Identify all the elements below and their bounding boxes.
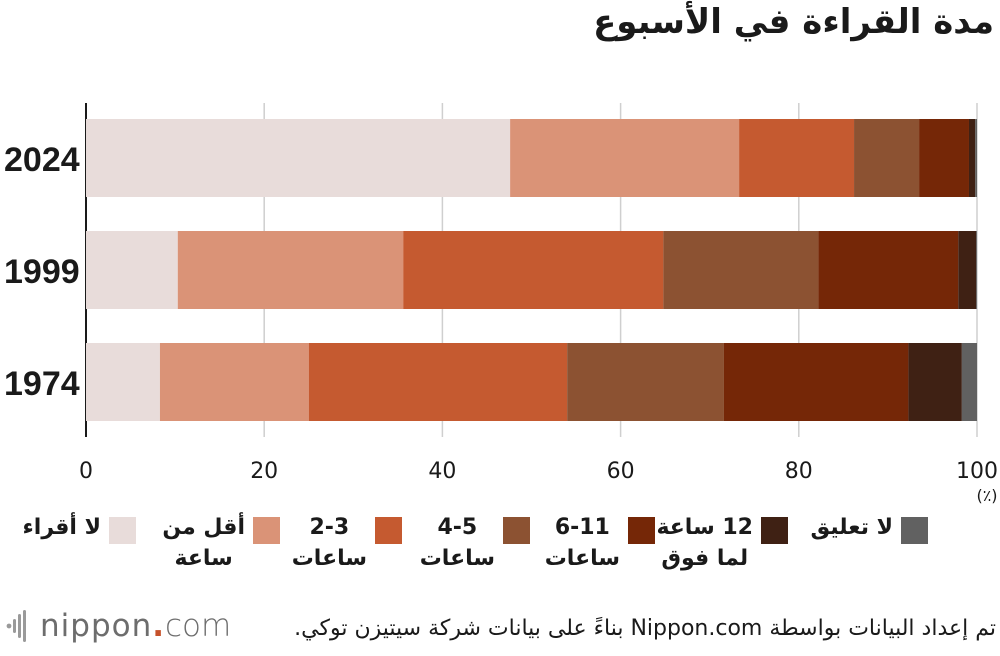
bar-1999-series-6	[976, 231, 977, 309]
legend-label: لا تعليق	[810, 515, 893, 540]
bar-segments	[86, 119, 977, 421]
legend-label: 2-3 ساعات	[291, 515, 367, 571]
category-label-1999: 1999	[4, 253, 80, 291]
category-label-1974: 1974	[4, 365, 80, 403]
bar-2024-series-3	[854, 119, 920, 197]
footer: nippon. com تم إعداد البيانات بواسطة Nipp…	[0, 602, 1000, 656]
bar-1999-series-3	[663, 231, 819, 309]
legend-item-2: 2-3 ساعات	[292, 512, 402, 574]
source-note: تم إعداد البيانات بواسطة Nippon.com بناء…	[294, 616, 996, 641]
legend-item-6: لا تعليق	[810, 512, 928, 544]
legend-item-5: 12 ساعة لما فوق	[656, 512, 788, 574]
legend-item-0: لا أقراء	[23, 512, 136, 544]
legend-swatch	[253, 517, 280, 544]
brand-name: nippon	[40, 608, 153, 644]
stacked-bar-chart: 0 20 40 60 80 100 (٪) 2024 1999 1974	[4, 103, 998, 505]
bar-1974-series-0	[86, 343, 160, 421]
bar-2024-series-4	[919, 119, 969, 197]
legend-swatch	[628, 517, 655, 544]
bar-1999-series-4	[818, 231, 959, 309]
bar-1974-series-5	[908, 343, 962, 421]
legend-swatch	[375, 517, 402, 544]
brand-tld: com	[165, 608, 232, 644]
x-tick-label: 60	[607, 459, 635, 484]
legend-swatch	[503, 517, 530, 544]
bar-2024-series-5	[968, 119, 976, 197]
legend-item-3: 4-5 ساعات	[420, 512, 530, 574]
legend-item-4: 6-11 ساعات	[545, 512, 655, 574]
x-tick-label: 80	[785, 459, 813, 484]
legend-item-1: أقل من ساعة	[162, 512, 280, 574]
brand-dot: .	[152, 608, 166, 644]
x-tick-label: 0	[79, 459, 93, 484]
x-tick-label: 40	[428, 459, 456, 484]
legend-label: أقل من ساعة	[162, 515, 245, 571]
bar-1974-series-4	[723, 343, 909, 421]
bar-2024-series-2	[739, 119, 855, 197]
chart-title: مدة القراءة في الأسبوع	[593, 2, 994, 42]
x-axis: 0 20 40 60 80 100 (٪)	[79, 459, 998, 505]
bar-1974-series-3	[567, 343, 724, 421]
category-label-2024: 2024	[4, 141, 80, 179]
bar-2024-series-6	[975, 119, 977, 197]
legend-label: 4-5 ساعات	[419, 515, 495, 571]
bar-1974-series-2	[308, 343, 568, 421]
bar-1999-series-0	[86, 231, 178, 309]
legend-label: 6-11 ساعات	[544, 515, 620, 571]
brand-logo-block: nippon. com	[4, 608, 231, 644]
bar-2024-series-0	[86, 119, 511, 197]
x-tick-label: 20	[250, 459, 278, 484]
legend-label: لا أقراء	[22, 515, 101, 540]
bar-2024-series-1	[510, 119, 740, 197]
legend-swatch	[109, 517, 136, 544]
bar-1974-series-6	[961, 343, 977, 421]
legend: لا أقراء أقل من ساعة 2-3 ساعات 4-5 ساعات 6-1…	[0, 512, 1000, 582]
bar-1974-series-1	[159, 343, 309, 421]
bar-1999-series-5	[958, 231, 977, 309]
x-axis-unit: (٪)	[976, 486, 997, 505]
legend-swatch	[901, 517, 928, 544]
bar-1999-series-2	[403, 231, 664, 309]
bar-1999-series-1	[177, 231, 404, 309]
category-labels: 2024 1999 1974	[4, 141, 80, 403]
legend-label: 12 ساعة لما فوق	[656, 515, 753, 571]
legend-swatch	[761, 517, 788, 544]
x-tick-label: 100	[956, 459, 998, 484]
nippon-logo-icon	[6, 610, 26, 642]
